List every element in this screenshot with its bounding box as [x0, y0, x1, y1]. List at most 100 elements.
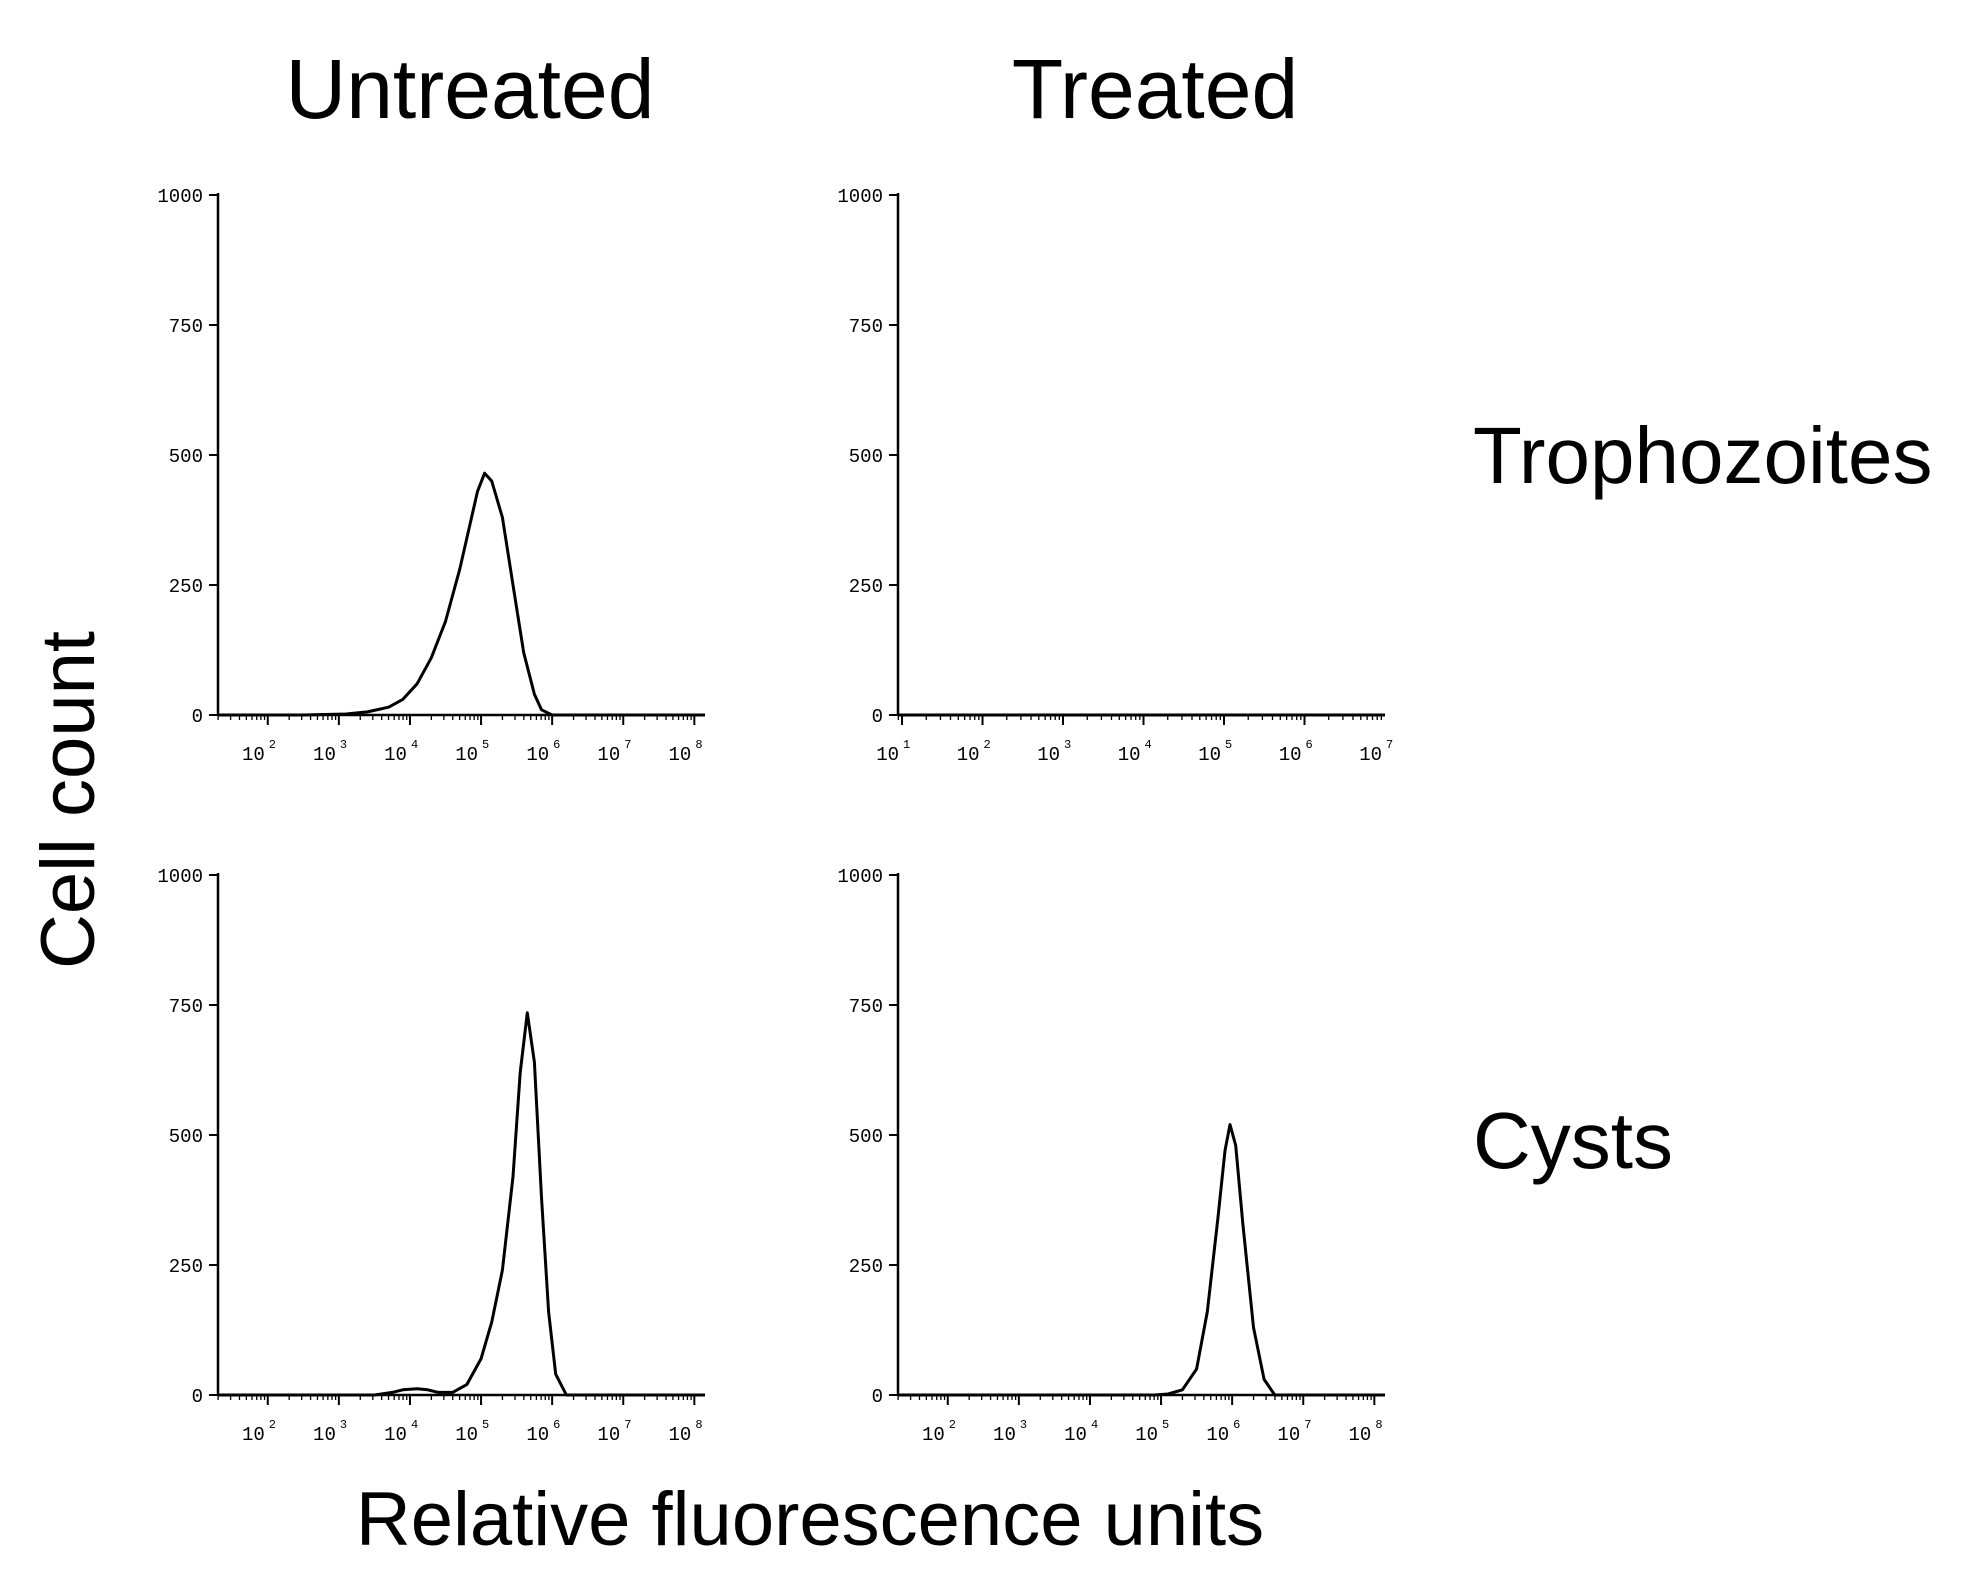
- x-tick-label: 10 3: [313, 738, 347, 766]
- x-tick-exponent: 3: [340, 1418, 347, 1432]
- x-tick-exponent: 3: [340, 738, 347, 752]
- x-tick-base: 10: [1135, 1424, 1158, 1446]
- x-tick-exponent: 7: [624, 1418, 631, 1432]
- y-tick-label: 250: [849, 1256, 883, 1278]
- x-tick-base: 10: [455, 744, 478, 766]
- y-tick-label: 1000: [157, 186, 203, 208]
- x-tick-base: 10: [597, 1424, 620, 1446]
- x-tick-label: 10 4: [1064, 1418, 1098, 1446]
- x-tick-base: 10: [384, 744, 407, 766]
- x-tick-exponent: 4: [1145, 738, 1152, 752]
- x-tick-exponent: 3: [1064, 738, 1071, 752]
- x-tick-exponent: 4: [1091, 1418, 1098, 1432]
- y-tick-label: 1000: [157, 866, 203, 888]
- x-tick-label: 10 7: [1277, 1418, 1311, 1446]
- x-tick-exponent: 6: [1306, 738, 1313, 752]
- x-tick-exponent: 4: [411, 738, 418, 752]
- x-tick-base: 10: [1279, 744, 1302, 766]
- y-tick-label: 1000: [837, 866, 883, 888]
- x-tick-base: 10: [526, 744, 549, 766]
- x-tick-exponent: 2: [984, 738, 991, 752]
- column-title-treated: Treated: [1012, 42, 1298, 136]
- y-tick-label: 0: [192, 706, 203, 728]
- x-tick-base: 10: [1198, 744, 1221, 766]
- panel-treated-trophozoites: 0 250 500 750 1000 10 1 10 2 10 3 10 4 10 5 10 6 10 7: [837, 186, 1393, 766]
- histogram-line-untreated-cysts: [218, 1011, 705, 1397]
- x-tick-label: 10 5: [1135, 1418, 1169, 1446]
- histogram-line-treated-cysts: [898, 1123, 1385, 1397]
- x-tick-base: 10: [1206, 1424, 1229, 1446]
- x-tick-exponent: 7: [1304, 1418, 1311, 1432]
- x-tick-label: 10 3: [313, 1418, 347, 1446]
- y-tick-label: 750: [169, 996, 203, 1018]
- y-tick-label: 0: [872, 1386, 883, 1408]
- x-tick-base: 10: [1277, 1424, 1300, 1446]
- y-axis-title: Cell count: [26, 631, 111, 969]
- x-tick-label: 10 4: [384, 1418, 418, 1446]
- x-tick-exponent: 8: [695, 738, 702, 752]
- x-tick-exponent: 7: [624, 738, 631, 752]
- x-tick-base: 10: [922, 1424, 945, 1446]
- y-tick-label: 750: [169, 316, 203, 338]
- x-tick-exponent: 8: [1375, 1418, 1382, 1432]
- x-tick-label: 10 5: [455, 1418, 489, 1446]
- column-title-untreated: Untreated: [286, 42, 655, 136]
- x-tick-label: 10 3: [1037, 738, 1071, 766]
- y-tick-label: 500: [169, 446, 203, 468]
- x-tick-base: 10: [1349, 1424, 1372, 1446]
- histogram-line-untreated-trophozoites: [218, 471, 705, 717]
- x-tick-exponent: 3: [1020, 1418, 1027, 1432]
- x-tick-label: 10 7: [1359, 738, 1393, 766]
- x-tick-base: 10: [455, 1424, 478, 1446]
- x-tick-base: 10: [1359, 744, 1382, 766]
- x-tick-label: 10 4: [1118, 738, 1152, 766]
- x-tick-base: 10: [242, 744, 265, 766]
- x-tick-label: 10 4: [384, 738, 418, 766]
- y-tick-label: 500: [849, 1126, 883, 1148]
- y-tick-label: 0: [192, 1386, 203, 1408]
- x-tick-exponent: 6: [1233, 1418, 1240, 1432]
- x-tick-base: 10: [313, 744, 336, 766]
- x-tick-label: 10 8: [1349, 1418, 1383, 1446]
- x-tick-exponent: 8: [695, 1418, 702, 1432]
- x-axis-title: Relative fluorescence units: [356, 1477, 1264, 1562]
- y-tick-label: 500: [849, 446, 883, 468]
- x-tick-label: 10 7: [597, 1418, 631, 1446]
- y-tick-label: 250: [169, 1256, 203, 1278]
- x-tick-base: 10: [993, 1424, 1016, 1446]
- x-tick-exponent: 7: [1386, 738, 1393, 752]
- x-tick-label: 10 2: [922, 1418, 956, 1446]
- y-tick-label: 750: [849, 316, 883, 338]
- x-tick-label: 10 2: [242, 738, 276, 766]
- x-tick-base: 10: [1118, 744, 1141, 766]
- x-tick-base: 10: [313, 1424, 336, 1446]
- x-tick-label: 10 8: [669, 1418, 703, 1446]
- x-tick-exponent: 5: [1225, 738, 1232, 752]
- x-tick-base: 10: [242, 1424, 265, 1446]
- x-tick-base: 10: [1064, 1424, 1087, 1446]
- y-tick-label: 0: [872, 706, 883, 728]
- x-tick-exponent: 6: [553, 738, 560, 752]
- x-tick-exponent: 2: [949, 1418, 956, 1432]
- x-tick-exponent: 1: [903, 738, 910, 752]
- row-title-cysts: Cysts: [1473, 1096, 1673, 1185]
- y-tick-label: 750: [849, 996, 883, 1018]
- y-tick-label: 250: [169, 576, 203, 598]
- x-tick-base: 10: [669, 1424, 692, 1446]
- x-tick-base: 10: [876, 744, 899, 766]
- x-tick-base: 10: [526, 1424, 549, 1446]
- x-tick-exponent: 4: [411, 1418, 418, 1432]
- x-tick-label: 10 3: [993, 1418, 1027, 1446]
- x-tick-base: 10: [384, 1424, 407, 1446]
- x-tick-exponent: 5: [482, 738, 489, 752]
- y-tick-label: 1000: [837, 186, 883, 208]
- x-tick-base: 10: [669, 744, 692, 766]
- x-tick-base: 10: [1037, 744, 1060, 766]
- x-tick-label: 10 6: [1279, 738, 1313, 766]
- x-tick-base: 10: [597, 744, 620, 766]
- x-tick-exponent: 5: [1162, 1418, 1169, 1432]
